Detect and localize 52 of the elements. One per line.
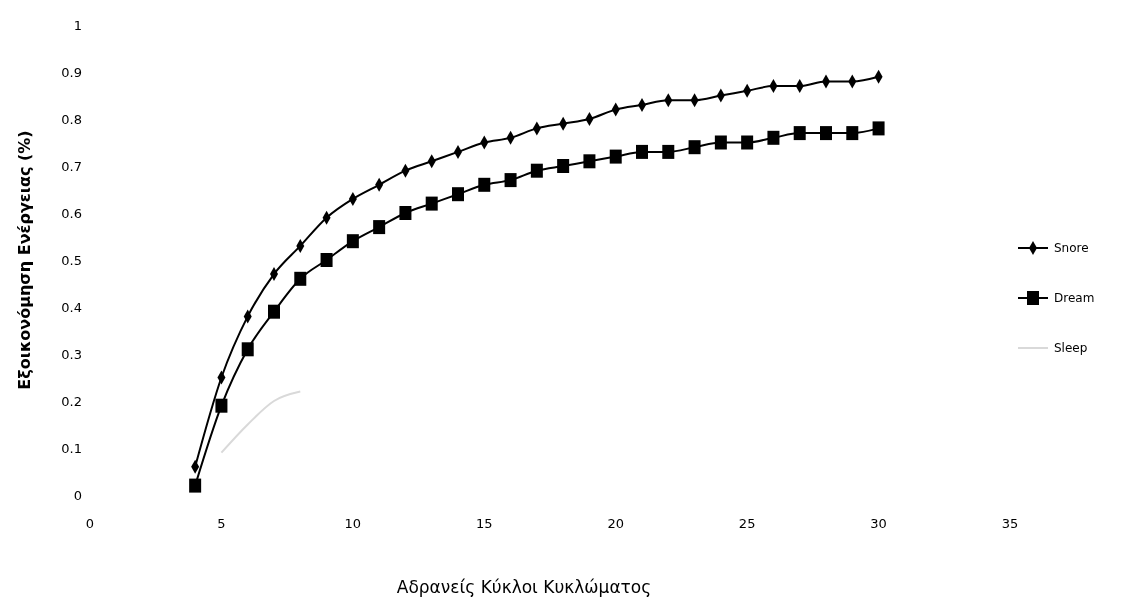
y-tick-label: 0.1	[61, 440, 82, 456]
legend-label: Snore	[1054, 241, 1089, 256]
point	[583, 154, 596, 169]
point	[530, 163, 543, 178]
x-tick-label: 15	[476, 516, 493, 531]
point	[425, 196, 438, 211]
point	[478, 177, 491, 192]
y-tick-label: 0.2	[61, 393, 82, 409]
point	[557, 159, 570, 173]
point	[820, 126, 832, 141]
point	[294, 271, 307, 286]
x-tick-label: 30	[870, 516, 887, 531]
point	[714, 135, 727, 150]
point	[504, 173, 517, 188]
x-tick-label: 5	[217, 516, 226, 531]
point	[609, 149, 622, 164]
point	[793, 126, 806, 141]
point	[241, 342, 254, 357]
point	[268, 304, 280, 319]
point	[872, 121, 885, 136]
point	[373, 220, 386, 235]
x-tick-label: 20	[607, 516, 624, 531]
line-series	[220, 390, 302, 454]
y-tick-label: 0.6	[61, 205, 82, 221]
point	[189, 478, 202, 493]
x-tick-label: 10	[344, 516, 362, 531]
point	[346, 234, 359, 249]
x-tick-label: 35	[1001, 516, 1019, 531]
legend-label: Dream	[1054, 291, 1095, 306]
point	[662, 144, 675, 159]
point	[399, 206, 412, 220]
x-tick-label: 0	[85, 516, 95, 531]
point	[846, 126, 859, 141]
point	[688, 140, 701, 155]
y-tick-label: 0.8	[61, 111, 82, 127]
point	[215, 398, 228, 413]
point	[636, 144, 648, 159]
point	[452, 187, 464, 202]
y-tick-label: 0.4	[61, 299, 82, 315]
point	[767, 130, 780, 145]
x-tick-label: 25	[738, 516, 756, 531]
y-tick-label: 0	[73, 487, 82, 503]
y-tick-label: 0.7	[61, 158, 82, 174]
point	[320, 253, 333, 267]
y-tick-label: 0.5	[61, 252, 82, 268]
y-tick-label: 0.9	[61, 64, 82, 80]
legend-label: Sleep	[1054, 341, 1088, 356]
y-tick-label: 0.3	[61, 346, 82, 362]
y-tick-label: 1	[73, 17, 82, 33]
y-axis-title: Εξοικονόμηση Ενέργειας (%)	[15, 130, 34, 390]
point	[741, 135, 754, 150]
x-axis-title: Αδρανείς Κύκλοι Κυκλώματος	[396, 577, 652, 597]
